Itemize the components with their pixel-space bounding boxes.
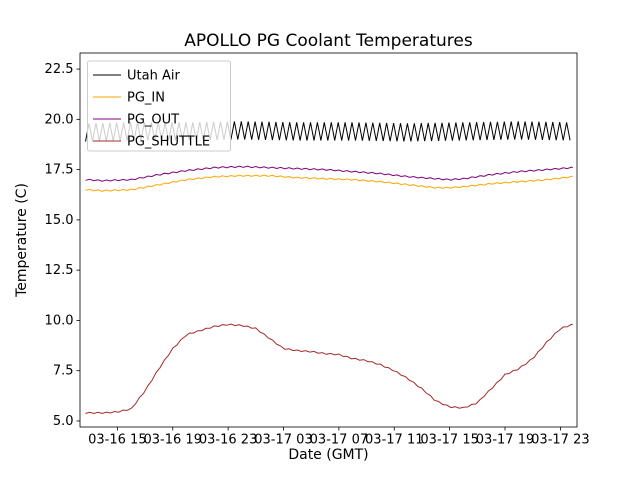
x-tick-label: 03-17 15 <box>420 433 478 448</box>
legend-item-utah-air: Utah Air <box>93 69 180 84</box>
chart-title: APOLLO PG Coolant Temperatures <box>184 31 473 51</box>
y-tick-label: 22.5 <box>45 62 74 77</box>
x-tick-label: 03-17 11 <box>365 433 423 448</box>
y-tick-label: 7.5 <box>53 364 74 379</box>
legend-label: Utah Air <box>127 69 180 84</box>
x-tick-label: 03-16 19 <box>144 433 202 448</box>
x-tick-label: 03-16 23 <box>199 433 257 448</box>
legend-label: PG_IN <box>127 91 165 106</box>
x-axis-label: Date (GMT) <box>288 447 369 463</box>
y-axis-label: Temperature (C) <box>14 183 30 297</box>
y-tick-label: 12.5 <box>45 263 74 278</box>
x-tick-label: 03-17 07 <box>310 433 368 448</box>
series-line-pg-out <box>85 165 573 182</box>
x-tick-label: 03-16 15 <box>88 433 146 448</box>
legend-label: PG_SHUTTLE <box>127 135 210 150</box>
y-tick-label: 10.0 <box>45 313 74 328</box>
legend-item-pg-shuttle: PG_SHUTTLE <box>93 135 210 150</box>
x-tick-label: 03-17 03 <box>254 433 312 448</box>
legend-label: PG_OUT <box>127 113 179 128</box>
legend-box <box>87 60 231 152</box>
legend-item-pg-out: PG_OUT <box>93 113 179 128</box>
legend-item-pg-in: PG_IN <box>93 91 165 106</box>
x-tick-label: 03-17 23 <box>531 433 589 448</box>
x-tick-label: 03-17 19 <box>476 433 534 448</box>
plot-border <box>79 52 578 428</box>
series-line-pg-in <box>85 174 573 192</box>
y-tick-label: 17.5 <box>45 163 74 178</box>
y-tick-label: 15.0 <box>45 213 74 228</box>
legend: Utah Air PG_IN PG_OUT PG_SHUTTLE <box>87 60 231 152</box>
y-tick-label: 20.0 <box>45 112 74 127</box>
y-tick-label: 5.0 <box>53 414 74 429</box>
y-axis-ticks: 5.0 7.5 10.0 12.5 15.0 17.5 20.0 22.5 <box>45 62 80 429</box>
series-line-pg-shuttle <box>85 323 573 415</box>
